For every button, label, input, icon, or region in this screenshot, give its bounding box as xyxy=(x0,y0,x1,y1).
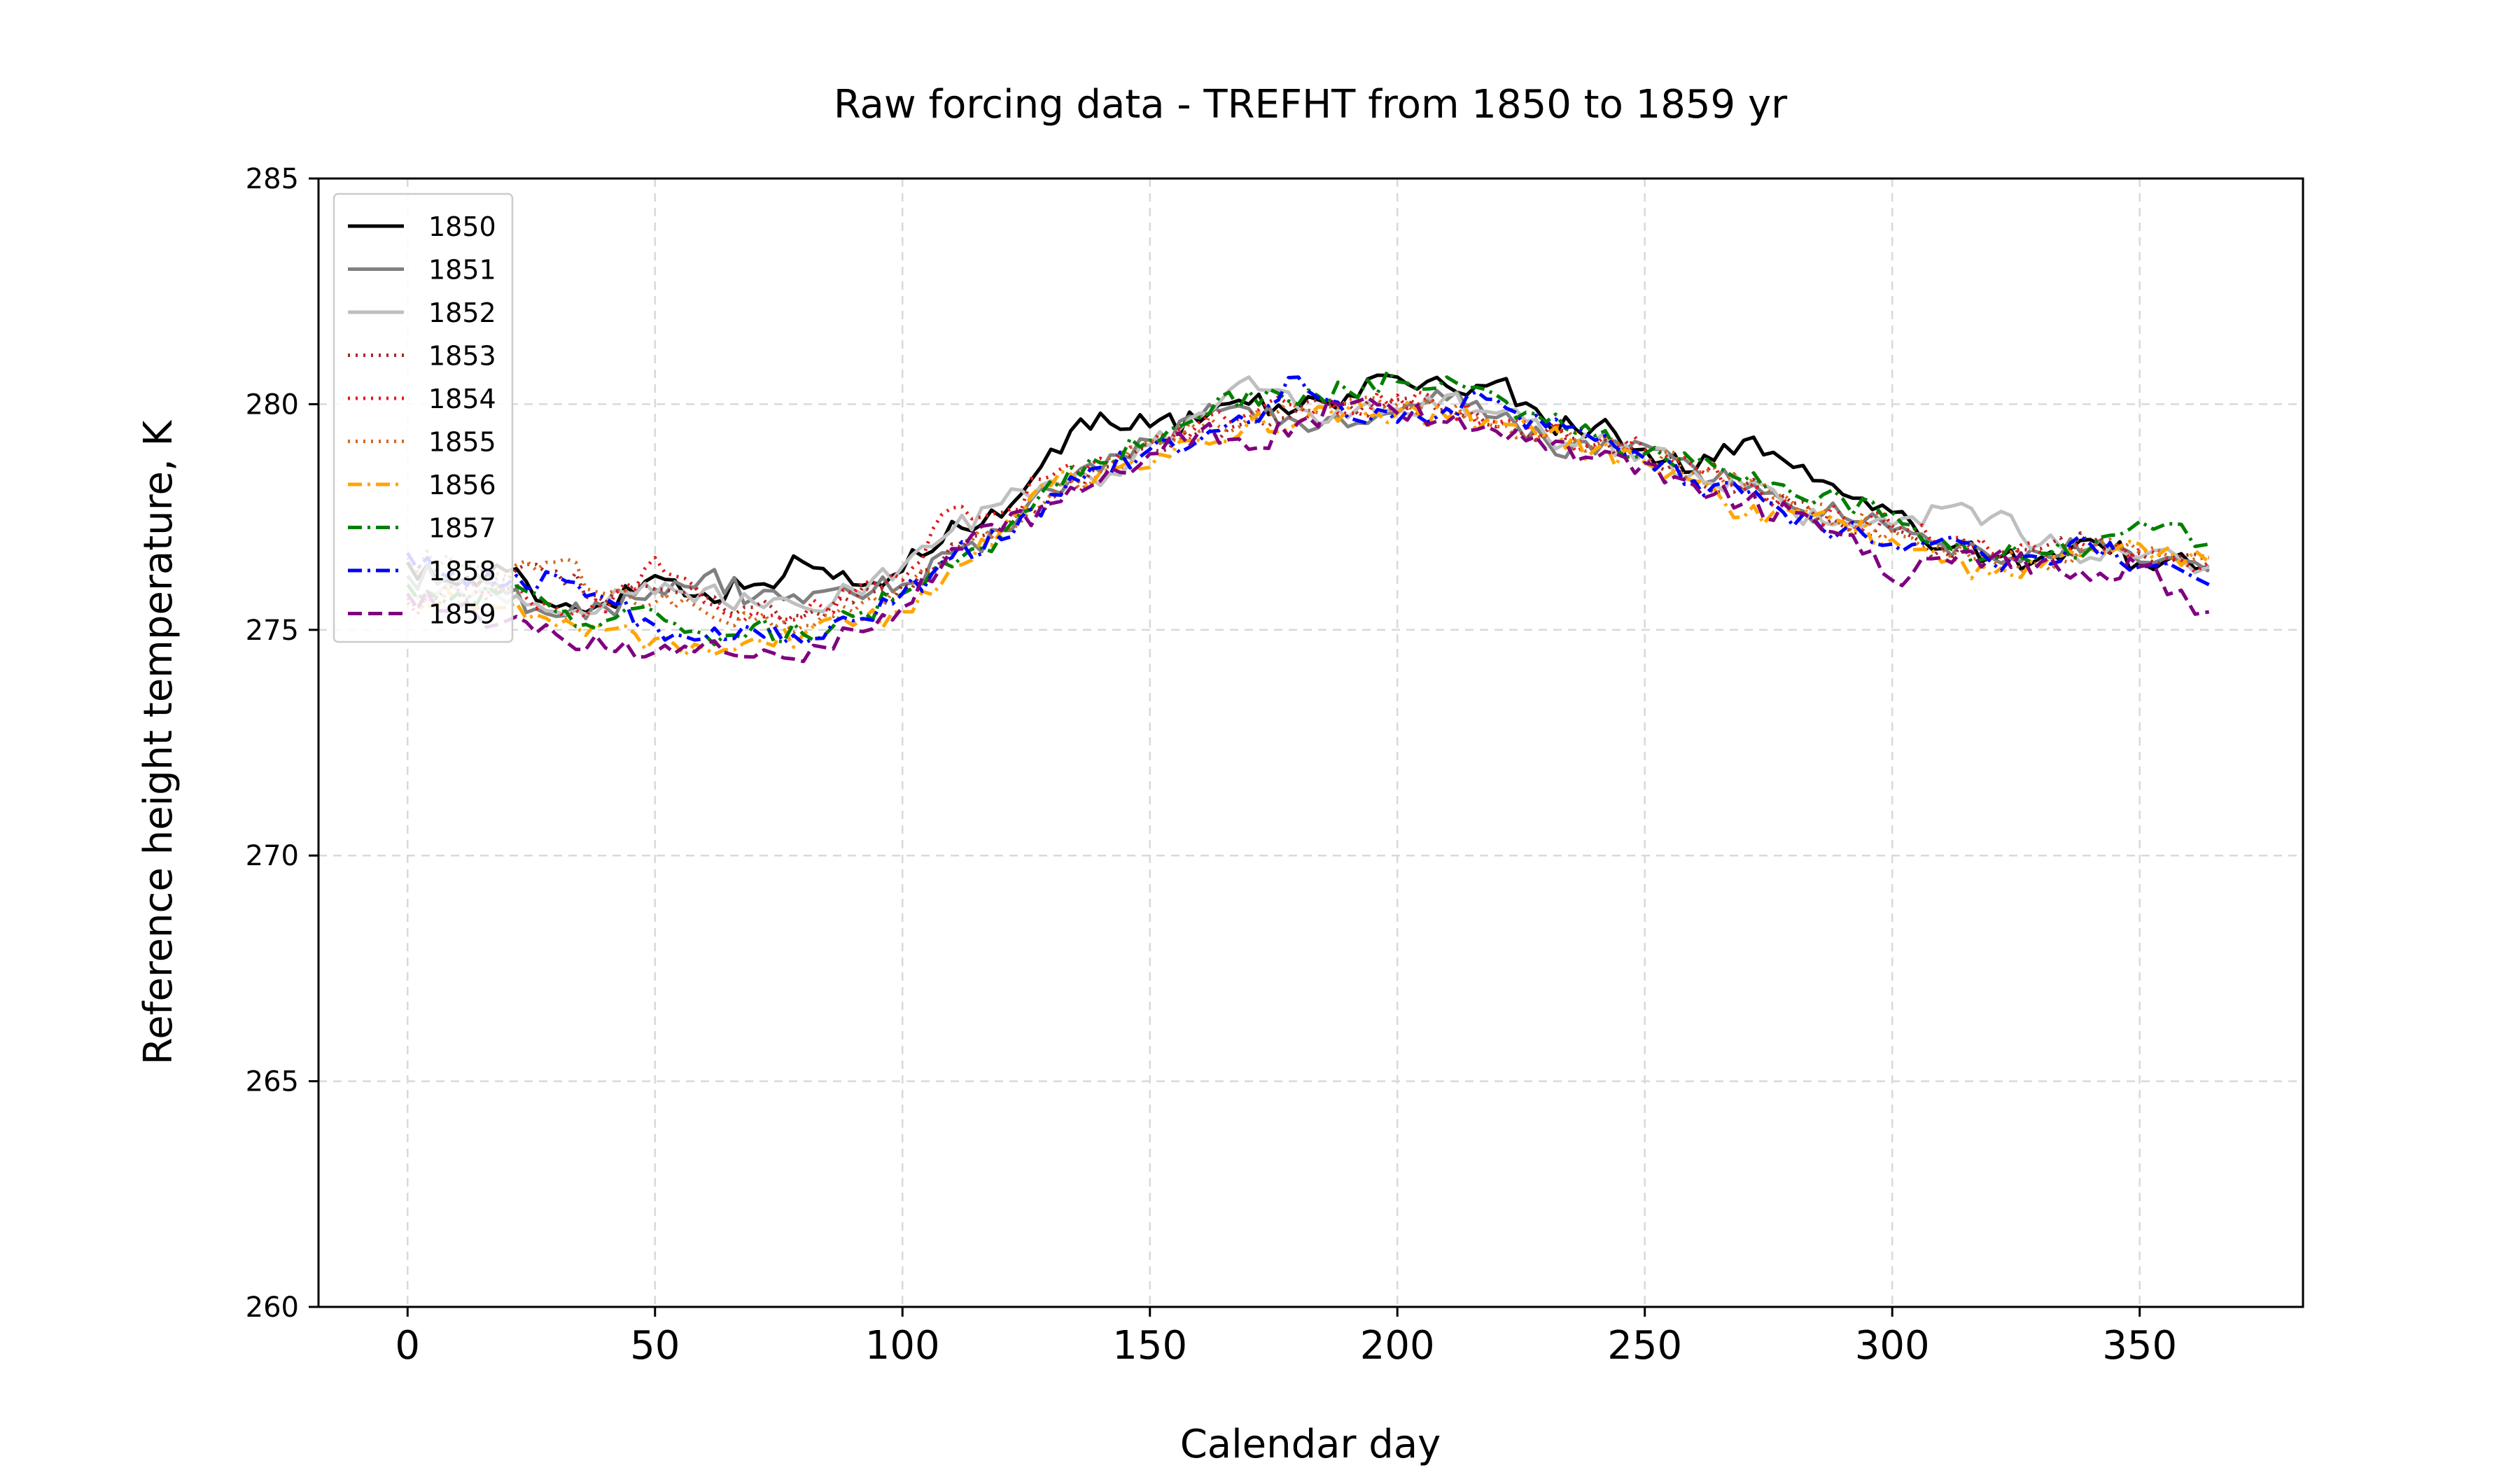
legend-label-1858: 1858 xyxy=(428,556,496,587)
legend-label-1850: 1850 xyxy=(428,211,496,242)
y-tick-label: 285 xyxy=(246,163,299,195)
y-tick-label: 260 xyxy=(246,1292,299,1324)
plot-frame xyxy=(317,177,2304,1308)
legend-box xyxy=(332,192,514,643)
series-line-1857 xyxy=(406,370,2210,647)
series-line-1858 xyxy=(406,375,2210,645)
legend-label-1859: 1859 xyxy=(428,599,496,630)
axis-ticks: 0 50 100 150 200 250 300 350 260 265 270 275 280 285 xyxy=(246,163,2178,1368)
y-tick-label: 280 xyxy=(246,388,299,421)
legend-label-1856: 1856 xyxy=(428,470,496,500)
x-tick-label: 0 xyxy=(395,1323,420,1368)
legend-label-1852: 1852 xyxy=(428,298,496,328)
legend-label-1855: 1855 xyxy=(428,427,496,458)
x-tick-label: 350 xyxy=(2102,1323,2177,1368)
chart-title: Raw forcing data - TREFHT from 1850 to 1… xyxy=(834,82,1788,127)
x-tick-label: 300 xyxy=(1855,1323,1930,1368)
y-tick-label: 265 xyxy=(246,1066,299,1098)
y-tick-label: 270 xyxy=(246,840,299,872)
series-lines xyxy=(406,370,2211,664)
x-tick-label: 200 xyxy=(1360,1323,1435,1368)
x-axis-label: Calendar day xyxy=(1180,1422,1441,1467)
legend: 1850 1851 1852 1853 1854 1855 1856 1857 1858 1859 xyxy=(332,192,514,643)
y-axis-label: Reference height temperature, K xyxy=(136,420,181,1065)
legend-label-1853: 1853 xyxy=(428,341,496,372)
x-tick-label: 100 xyxy=(865,1323,940,1368)
y-tick-label: 275 xyxy=(246,615,299,647)
series-line-1859 xyxy=(406,396,2210,664)
legend-label-1854: 1854 xyxy=(428,384,496,414)
legend-label-1857: 1857 xyxy=(428,513,496,544)
x-tick-label: 250 xyxy=(1607,1323,1682,1368)
x-tick-label: 50 xyxy=(630,1323,680,1368)
x-tick-label: 150 xyxy=(1112,1323,1187,1368)
legend-label-1851: 1851 xyxy=(428,255,496,286)
